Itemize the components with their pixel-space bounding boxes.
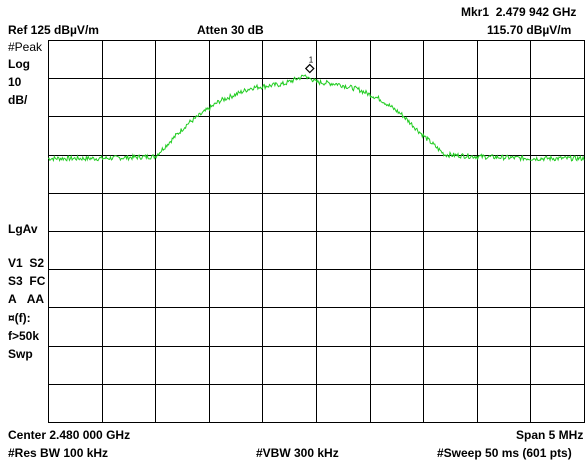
s3-label: S3 xyxy=(8,274,23,288)
correction-label: ¤(f): xyxy=(8,311,31,325)
spectrum-trace xyxy=(48,74,585,163)
detector-mode: #Peak xyxy=(8,40,43,54)
sweep-time: #Sweep 50 ms (601 pts) xyxy=(437,446,572,460)
center-frequency: Center 2.480 000 GHz xyxy=(8,428,131,442)
span: Span 5 MHz xyxy=(516,428,584,442)
spectrum-display: 1 xyxy=(48,40,585,423)
marker-label: 1 xyxy=(309,56,314,65)
scale-type: Log xyxy=(8,57,30,71)
marker-diamond xyxy=(304,63,315,74)
resolution-bandwidth: #Res BW 100 kHz xyxy=(8,446,109,460)
video-bandwidth: #VBW 300 kHz xyxy=(256,446,339,460)
fc-label: FC xyxy=(29,274,46,288)
aa-label: AA xyxy=(26,292,45,306)
scale-unit: dB/ xyxy=(8,93,28,107)
marker-amplitude: 115.70 dBµV/m xyxy=(487,23,572,37)
frequency-threshold: f>50k xyxy=(8,329,40,343)
v1-label: V1 xyxy=(8,256,23,270)
reference-level: Ref 125 dBµV/m xyxy=(8,23,99,37)
attenuation: Atten 30 dB xyxy=(197,23,264,37)
marker-frequency: 2.479 942 GHz xyxy=(495,5,577,19)
marker-id: Mkr1 xyxy=(461,5,490,19)
scale-value: 10 xyxy=(8,75,22,89)
average-type: LgAv xyxy=(8,222,38,236)
s2-label: S2 xyxy=(29,256,45,270)
sweep-mode: Swp xyxy=(8,347,33,361)
a-label: A xyxy=(8,292,17,306)
spectrum-plot: 1 xyxy=(48,40,585,423)
